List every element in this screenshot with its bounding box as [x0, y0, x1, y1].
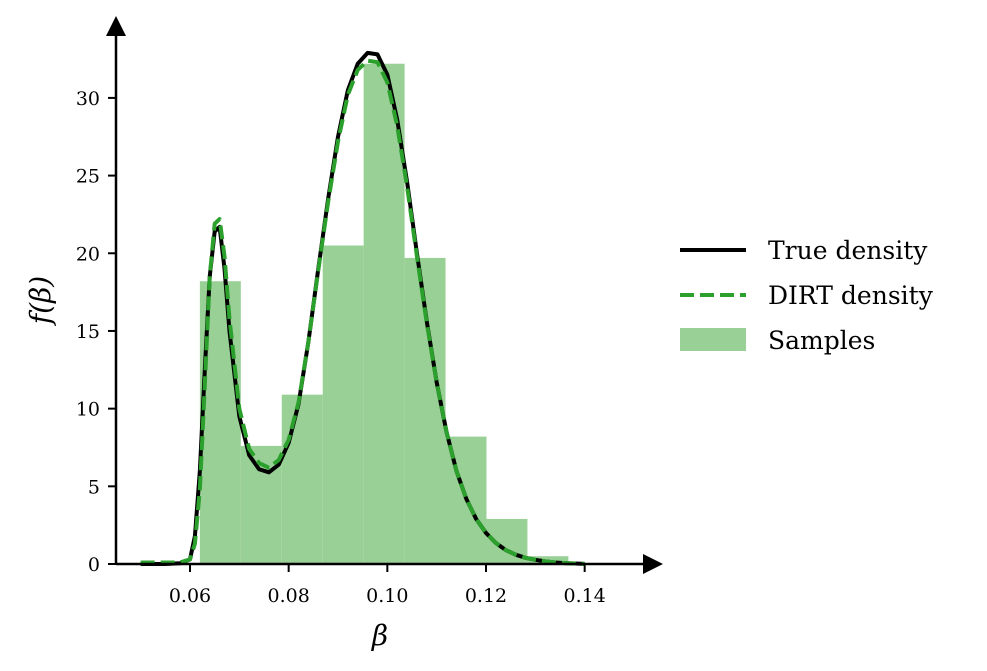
- y-tick-label: 15: [76, 321, 100, 343]
- x-tick-label: 0.08: [268, 585, 310, 607]
- legend-label: Samples: [768, 326, 875, 355]
- x-tick-label: 0.10: [366, 585, 408, 607]
- y-tick-label: 10: [76, 399, 100, 421]
- series-dirt-density-line: [140, 58, 585, 566]
- axes: [106, 16, 663, 574]
- histogram-bar-5: [363, 63, 405, 564]
- legend-label: DIRT density: [768, 281, 934, 310]
- x-ticks: 0.06 0.08 0.10 0.12 0.14: [169, 564, 606, 607]
- histogram-bar-3: [281, 394, 323, 564]
- y-tick-label: 5: [88, 476, 100, 498]
- y-axis-label: f(β): [24, 276, 57, 326]
- legend-swatch-samples: [680, 328, 746, 351]
- x-tick-label: 0.14: [564, 585, 606, 607]
- y-axis-arrow-icon: [106, 16, 126, 36]
- y-tick-label: 0: [88, 554, 100, 576]
- y-tick-label: 25: [76, 166, 100, 188]
- density-curves: [140, 50, 585, 566]
- y-ticks: 0 5 10 15 20 25 30: [76, 88, 116, 576]
- y-tick-label: 30: [76, 88, 100, 110]
- legend: True density DIRT density Samples: [680, 236, 934, 355]
- histogram-bars: [199, 63, 569, 564]
- x-axis-arrow-icon: [643, 554, 663, 574]
- y-tick-label: 20: [76, 243, 100, 265]
- x-axis-label: β: [371, 619, 388, 652]
- legend-label: True density: [768, 236, 928, 265]
- x-tick-label: 0.06: [169, 585, 211, 607]
- x-tick-label: 0.12: [465, 585, 507, 607]
- histogram-bar-4: [322, 245, 364, 564]
